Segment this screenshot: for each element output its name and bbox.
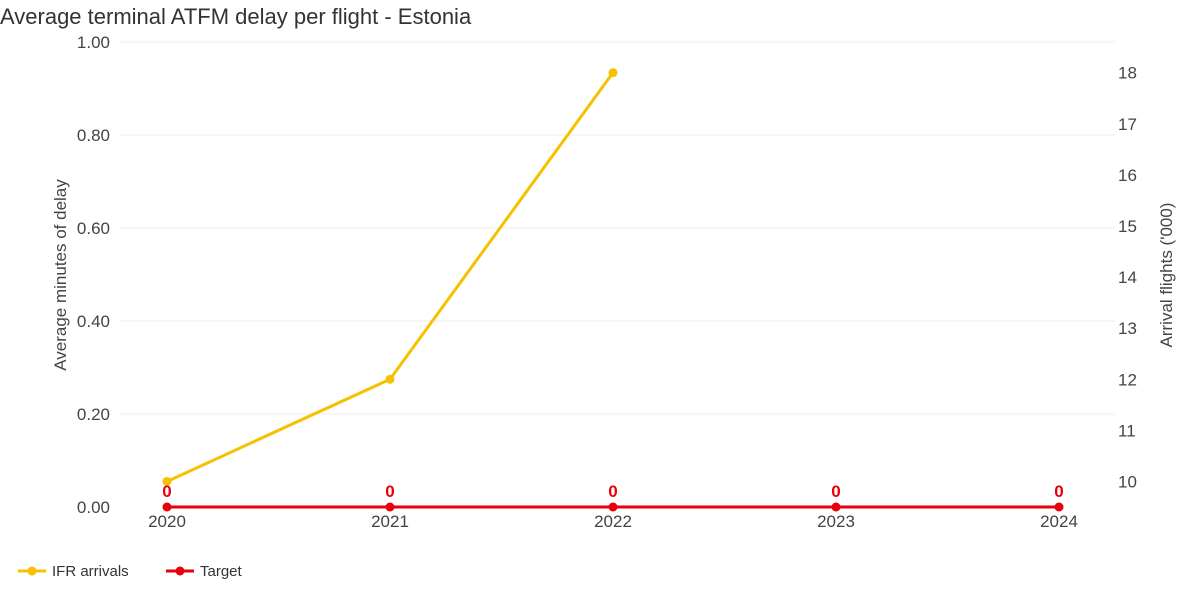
series-point-1 (831, 502, 841, 512)
x-tick-label: 2021 (371, 512, 409, 531)
data-label: 0 (162, 482, 171, 501)
data-label: 0 (1054, 482, 1063, 501)
y-right-tick-label: 17 (1118, 115, 1137, 134)
y-right-tick-label: 10 (1118, 472, 1137, 491)
legend-entry-0: IFR arrivals (52, 563, 129, 580)
y-right-tick-label: 12 (1118, 370, 1137, 389)
x-tick-label: 2023 (817, 512, 855, 531)
y-left-tick-label: 0.00 (77, 498, 110, 517)
y-left-tick-label: 0.40 (77, 312, 110, 331)
y-right-tick-label: 11 (1118, 421, 1136, 440)
data-label: 0 (385, 482, 394, 501)
y-left-tick-label: 0.60 (77, 219, 110, 238)
y-right-tick-label: 18 (1118, 64, 1137, 83)
y-right-axis-title: Arrival flights ('000) (1157, 203, 1176, 348)
legend-entry-1: Target (200, 563, 243, 580)
y-left-tick-label: 0.20 (77, 405, 110, 424)
data-label: 0 (608, 482, 617, 501)
series-point-0 (608, 68, 618, 78)
y-left-tick-label: 1.00 (77, 33, 110, 52)
series-point-1 (162, 502, 172, 512)
series-point-1 (608, 502, 618, 512)
chart-title: Average terminal ATFM delay per flight -… (0, 4, 472, 29)
series-point-1 (385, 502, 395, 512)
legend-marker-0 (27, 566, 37, 576)
series-point-0 (385, 374, 395, 384)
series-point-1 (1054, 502, 1064, 512)
data-label: 0 (831, 482, 840, 501)
y-right-tick-label: 13 (1118, 319, 1137, 338)
x-tick-label: 2024 (1040, 512, 1078, 531)
x-tick-label: 2020 (148, 512, 186, 531)
y-left-tick-label: 0.80 (77, 126, 110, 145)
y-right-tick-label: 15 (1118, 217, 1137, 236)
y-right-tick-label: 16 (1118, 166, 1137, 185)
legend-marker-1 (175, 566, 185, 576)
x-tick-label: 2022 (594, 512, 632, 531)
y-left-axis-title: Average minutes of delay (51, 179, 70, 371)
y-right-tick-label: 14 (1118, 268, 1137, 287)
series-point-0 (162, 476, 172, 486)
series-line-0 (166, 71, 615, 483)
